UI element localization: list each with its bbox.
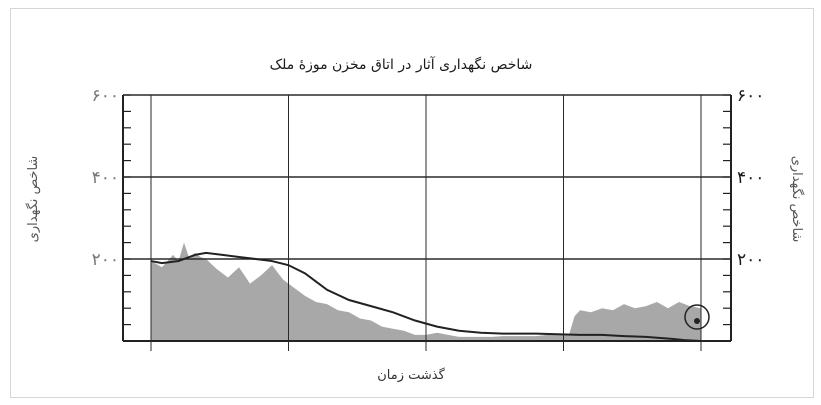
line-layer	[150, 251, 702, 342]
y-tick-label-left-200: ۲۰۰	[92, 250, 119, 270]
chart-frame: شاخص نگهداری آثار در اتاق مخزن موزهٔ ملک…	[10, 8, 814, 398]
y-tick-label-right-200: ۲۰۰	[737, 250, 764, 270]
tick-layer: ۲۰۰ ۲۰۰ ۴۰۰ ۴۰۰ ۶۰۰ ۶۰۰	[92, 86, 764, 342]
y-axis-label-left: شاخص نگهداری	[25, 156, 41, 243]
line-series-1	[150, 251, 702, 342]
grid-layer	[122, 94, 732, 351]
chart-title: شاخص نگهداری آثار در اتاق مخزن موزهٔ ملک	[270, 56, 533, 73]
y-tick-label-left-600: ۶۰۰	[92, 86, 119, 106]
end-marker-dot	[694, 318, 700, 324]
x-axis-label: گذشت زمان	[377, 367, 445, 383]
end-marker	[684, 304, 710, 330]
y-tick-label-right-400: ۴۰۰	[737, 168, 764, 188]
y-tick-label-right-600: ۶۰۰	[737, 86, 764, 106]
y-tick-label-left-400: ۴۰۰	[92, 168, 119, 188]
chart: شاخص نگهداری آثار در اتاق مخزن موزهٔ ملک…	[25, 56, 805, 383]
y-axis-label-right: شاخص نگهداری	[789, 156, 805, 243]
